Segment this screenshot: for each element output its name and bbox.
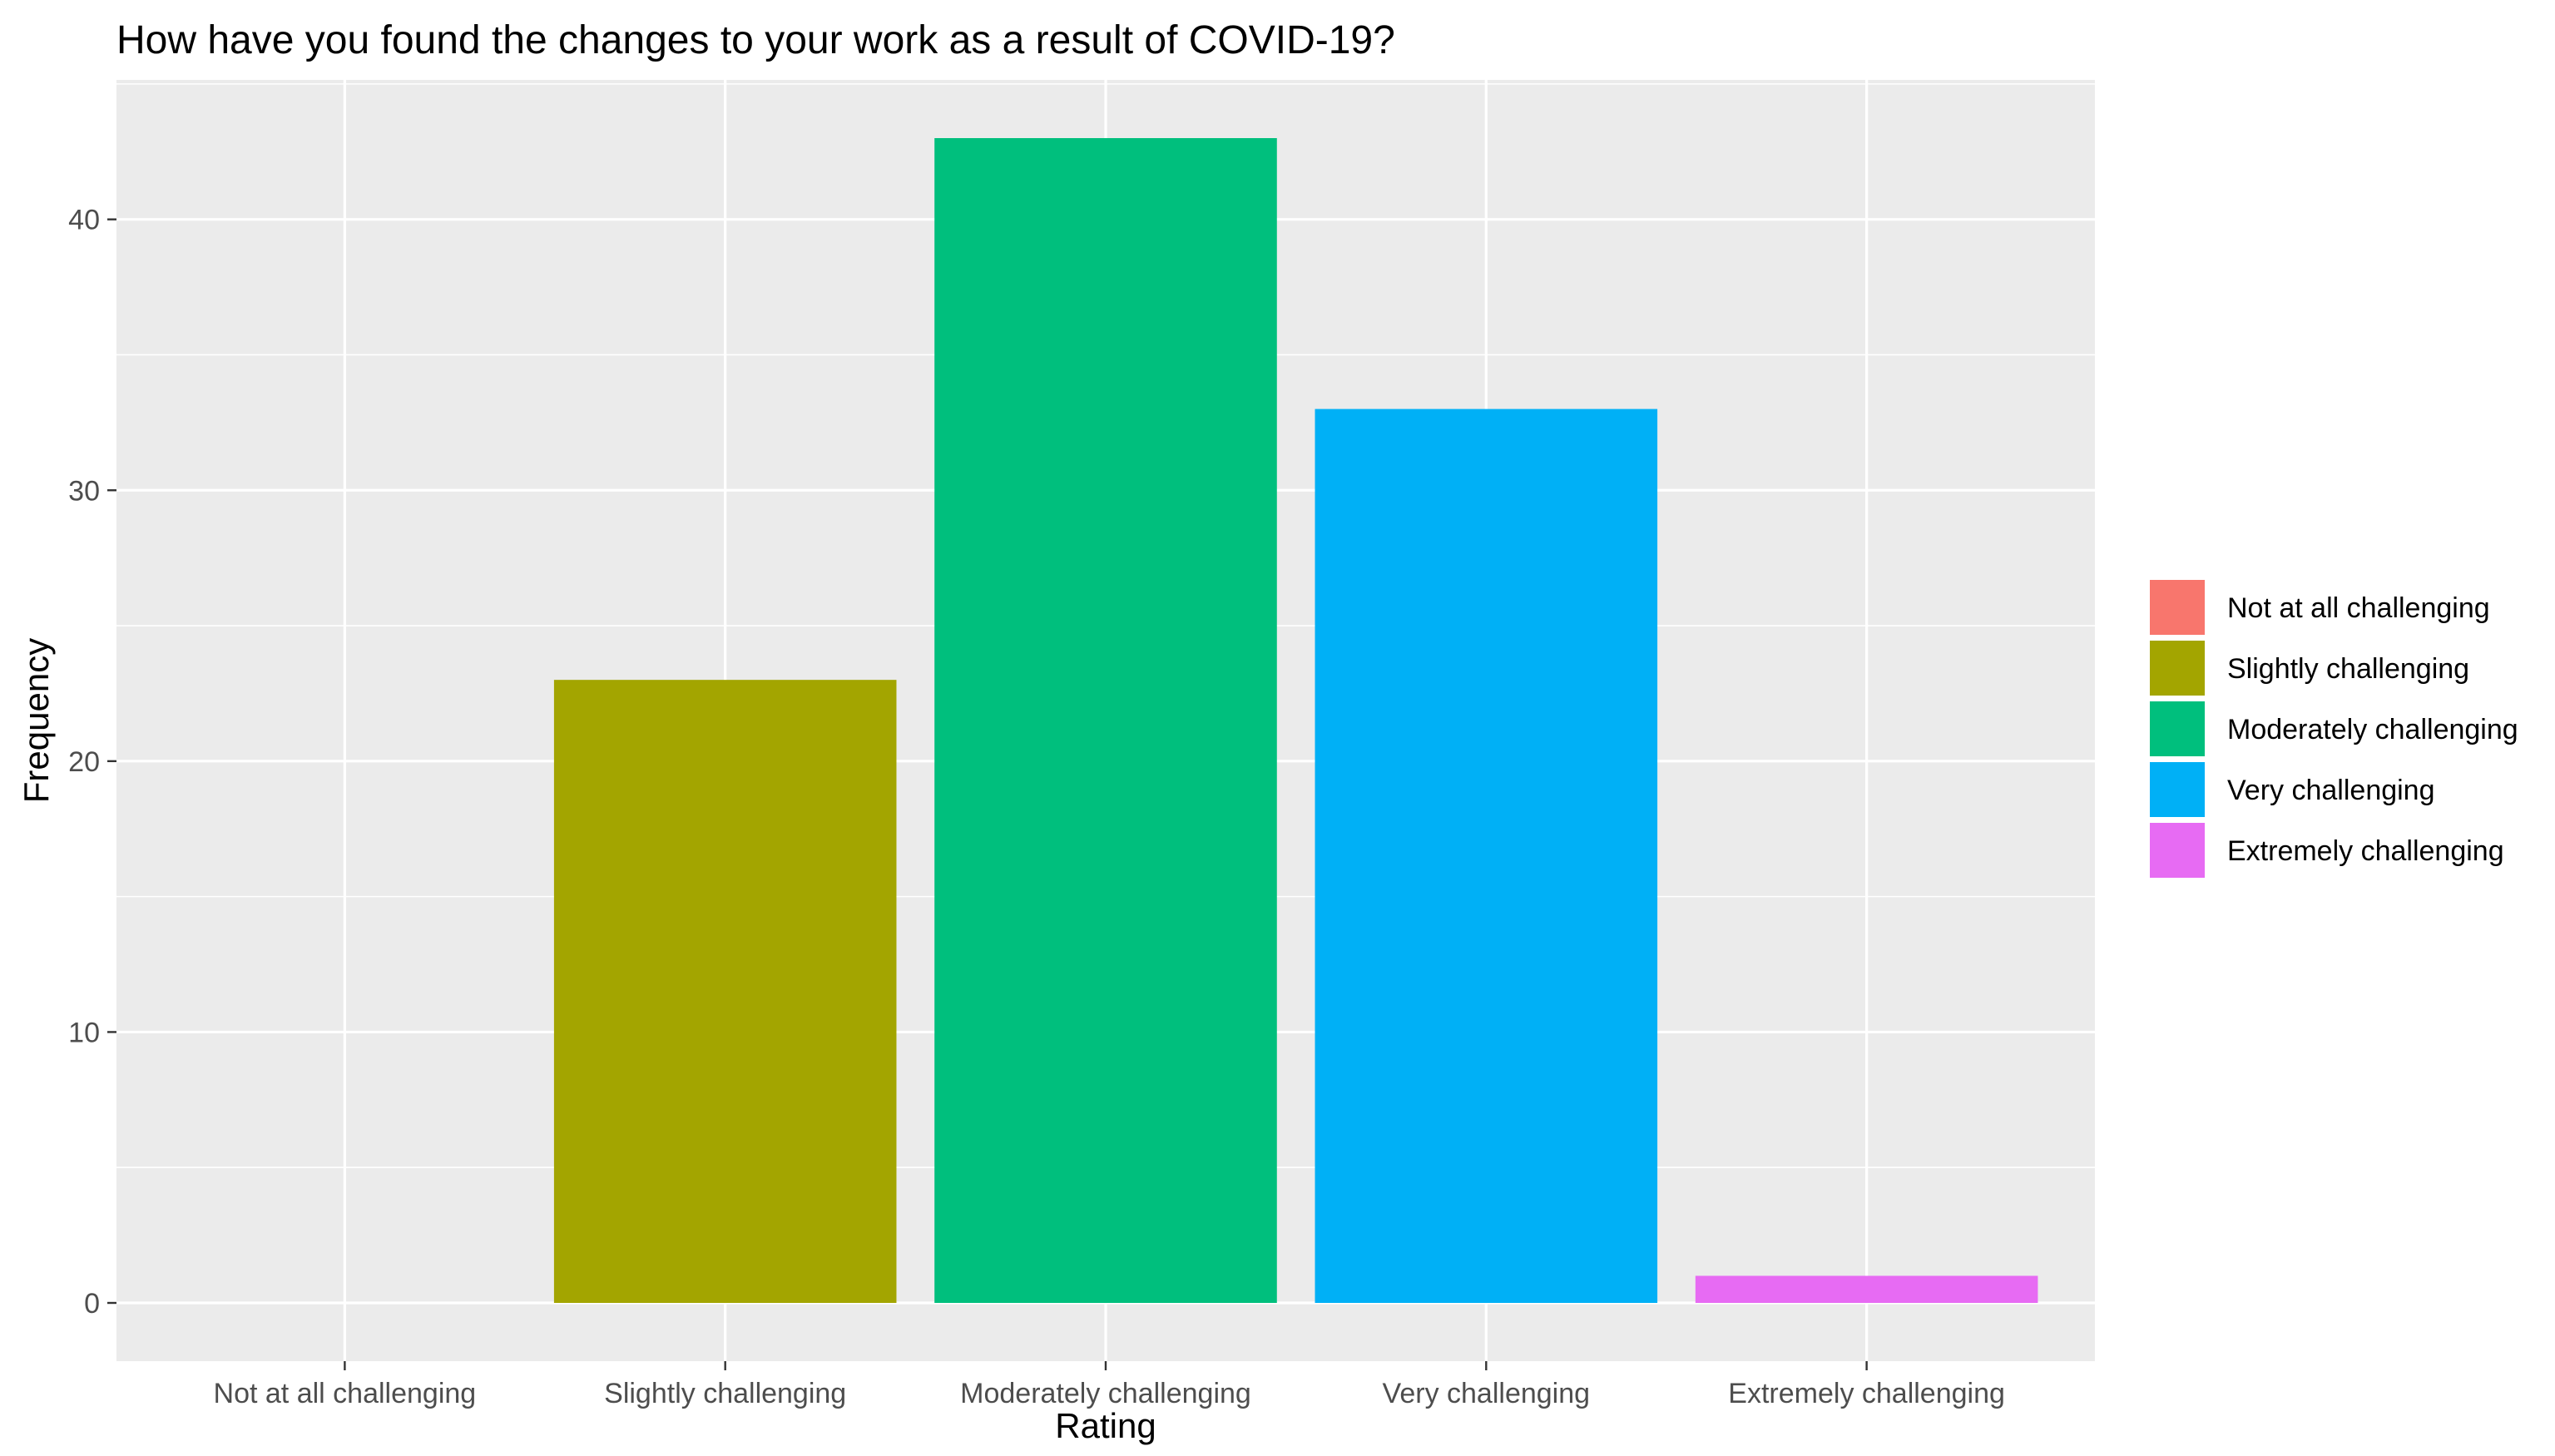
- legend-label: Not at all challenging: [2227, 592, 2490, 624]
- legend-key: [2150, 641, 2205, 696]
- y-tick-label: 10: [68, 1017, 100, 1048]
- y-tick-label: 20: [68, 746, 100, 778]
- legend-key: [2150, 762, 2205, 817]
- y-axis-title: Frequency: [17, 638, 56, 803]
- x-tick-label: Not at all challenging: [214, 1378, 477, 1409]
- x-axis-title: Rating: [1055, 1406, 1156, 1445]
- bar: [1695, 1275, 2038, 1303]
- bar: [934, 138, 1277, 1303]
- y-tick-label: 30: [68, 475, 100, 507]
- bar: [553, 680, 897, 1303]
- x-tick-label: Very challenging: [1383, 1378, 1591, 1409]
- bars: [553, 138, 2038, 1303]
- x-axis: Not at all challenging Slightly challengi…: [214, 1361, 2005, 1409]
- x-tick-label: Slightly challenging: [604, 1378, 846, 1409]
- legend-label: Moderately challenging: [2227, 714, 2518, 745]
- x-tick-label: Moderately challenging: [960, 1378, 1251, 1409]
- legend-label: Very challenging: [2227, 775, 2435, 806]
- legend-key: [2150, 701, 2205, 756]
- x-tick-label: Extremely challenging: [1728, 1378, 2005, 1409]
- legend-label: Extremely challenging: [2227, 835, 2504, 867]
- y-tick-label: 0: [84, 1288, 100, 1320]
- legend: Not at all challenging Slightly challengi…: [2150, 580, 2518, 878]
- legend-key: [2150, 823, 2205, 878]
- bar: [1315, 409, 1658, 1303]
- y-tick-label: 40: [68, 205, 100, 236]
- legend-label: Slightly challenging: [2227, 653, 2469, 685]
- legend-key: [2150, 580, 2205, 635]
- chart-title: How have you found the changes to your w…: [116, 18, 1395, 62]
- y-axis: 0 10 20 30 40: [68, 205, 116, 1320]
